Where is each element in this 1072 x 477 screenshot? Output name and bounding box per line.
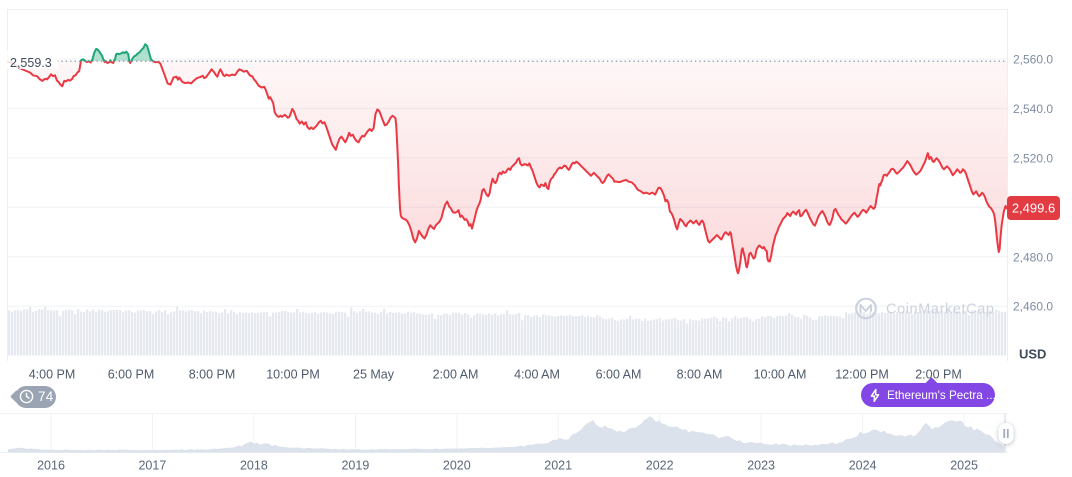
svg-text:2,460.0: 2,460.0 bbox=[1013, 300, 1053, 314]
svg-text:2,540.0: 2,540.0 bbox=[1013, 102, 1053, 116]
svg-text:2024: 2024 bbox=[849, 459, 877, 473]
svg-text:8:00 PM: 8:00 PM bbox=[189, 368, 236, 382]
svg-text:12:00 PM: 12:00 PM bbox=[835, 368, 889, 382]
svg-text:2021: 2021 bbox=[544, 459, 572, 473]
svg-text:2,499.6: 2,499.6 bbox=[1012, 201, 1055, 216]
svg-text:10:00 PM: 10:00 PM bbox=[266, 368, 320, 382]
svg-text:2017: 2017 bbox=[138, 459, 166, 473]
svg-text:2019: 2019 bbox=[341, 459, 369, 473]
svg-text:CoinMarketCap: CoinMarketCap bbox=[886, 302, 995, 318]
svg-text:2023: 2023 bbox=[747, 459, 775, 473]
svg-text:2018: 2018 bbox=[240, 459, 268, 473]
svg-text:2022: 2022 bbox=[646, 459, 674, 473]
svg-text:2:00 AM: 2:00 AM bbox=[433, 368, 479, 382]
svg-text:2,560.0: 2,560.0 bbox=[1013, 53, 1053, 67]
svg-text:6:00 PM: 6:00 PM bbox=[108, 368, 155, 382]
svg-text:10:00 AM: 10:00 AM bbox=[754, 368, 807, 382]
svg-text:2,520.0: 2,520.0 bbox=[1013, 151, 1053, 165]
svg-text:4:00 PM: 4:00 PM bbox=[29, 368, 76, 382]
svg-text:2025: 2025 bbox=[950, 459, 978, 473]
svg-text:2:00 PM: 2:00 PM bbox=[915, 368, 962, 382]
svg-text:2020: 2020 bbox=[443, 459, 471, 473]
svg-text:4:00 AM: 4:00 AM bbox=[514, 368, 560, 382]
svg-text:8:00 AM: 8:00 AM bbox=[677, 368, 723, 382]
svg-text:2,559.3: 2,559.3 bbox=[10, 56, 52, 70]
svg-text:6:00 AM: 6:00 AM bbox=[596, 368, 642, 382]
svg-text:USD: USD bbox=[1019, 347, 1046, 362]
svg-text:2016: 2016 bbox=[37, 459, 65, 473]
svg-text:2,480.0: 2,480.0 bbox=[1013, 250, 1053, 264]
svg-text:25 May: 25 May bbox=[353, 368, 395, 382]
